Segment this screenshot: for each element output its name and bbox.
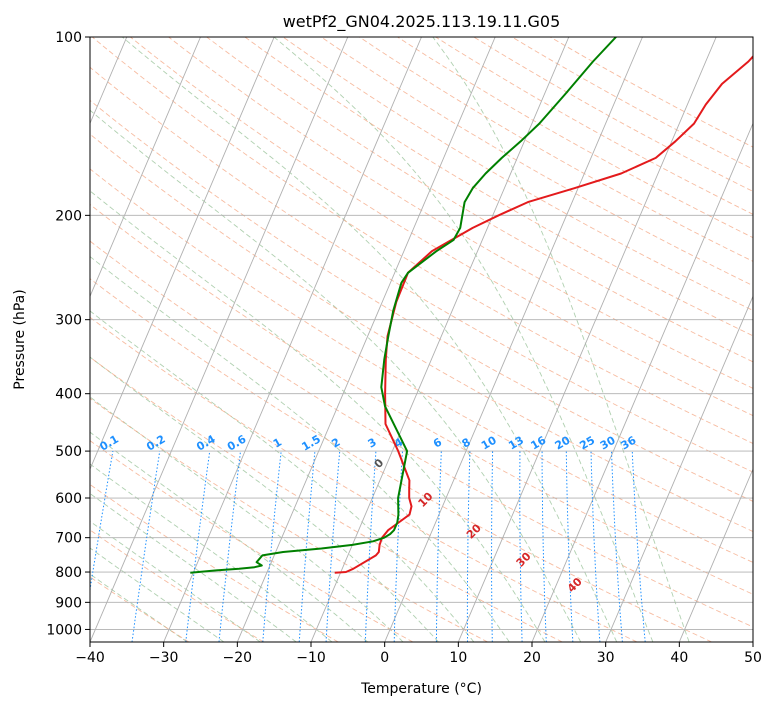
y-axis-label: Pressure (hPa): [12, 289, 28, 389]
y-tick-label: 800: [55, 565, 82, 581]
skewed-isotherm: [90, 37, 275, 471]
mixing-ratio-line: [491, 451, 494, 642]
moist-adiabat: [90, 356, 439, 642]
x-tick-label: −10: [296, 650, 326, 666]
skewed-isotherm: [90, 37, 349, 642]
skewed-isotherm: [236, 37, 496, 642]
moist-adiabat: [90, 310, 475, 642]
y-tick-label: 200: [55, 208, 82, 224]
dry-adiabat: [320, 37, 753, 287]
moist-adiabat: [432, 37, 690, 642]
mixing-ratio-line: [185, 451, 211, 642]
moist-adiabat: [90, 255, 510, 642]
skewed-isotherm: [457, 37, 717, 642]
chart-title: wetPf2_GN04.2025.113.19.11.G05: [283, 12, 561, 32]
mixing-ratio-line: [590, 451, 601, 642]
moist-adiabat: [90, 463, 333, 642]
mixing-ratio-line: [131, 451, 161, 642]
x-tick-label: −20: [223, 650, 253, 666]
dry-adiabat: [511, 37, 753, 170]
x-tick-label: 40: [670, 650, 688, 666]
y-tick-label: 100: [55, 30, 82, 46]
dry-adiabat: [359, 37, 753, 262]
mixing-ratio-line: [90, 451, 114, 593]
skewed-isotherm: [384, 37, 643, 642]
moist-adiabat: [90, 547, 225, 642]
mixing-ratio-line: [364, 451, 377, 642]
mixing-ratio-lines: [90, 451, 646, 642]
mixing-ratio-line: [519, 451, 523, 642]
dry-adiabat: [130, 37, 753, 417]
x-tick-label: 0: [380, 650, 389, 666]
moist-adiabat: [90, 573, 188, 642]
y-tick-label: 1000: [46, 622, 82, 638]
mixing-ratio-line: [466, 451, 471, 642]
x-tick-label: 30: [597, 650, 615, 666]
mixing-ratio-line: [298, 451, 316, 642]
skewed-isotherm: [163, 37, 422, 642]
dry-adiabat: [90, 278, 712, 642]
skewed-isotherm: [531, 122, 753, 642]
y-tick-label: 900: [55, 595, 82, 611]
mixing-ratio-line: [435, 451, 442, 642]
dry-adiabat: [244, 37, 753, 337]
mixing-ratio-line: [611, 451, 623, 642]
plot-frame: [89, 36, 754, 643]
dry-adiabat: [473, 37, 753, 192]
x-tick-label: −40: [75, 650, 105, 666]
mixing-ratio-line: [565, 451, 574, 642]
dry-adiabat: [90, 168, 753, 563]
dry-adiabat: [90, 203, 753, 595]
dry-adiabat: [90, 240, 753, 628]
dry-adiabat: [90, 483, 339, 642]
y-tick-label: 600: [55, 491, 82, 507]
x-tick-label: 10: [449, 650, 467, 666]
y-tick-label: 500: [55, 444, 82, 460]
x-axis-ticks: −40 −30 −20 −10 0 10 20 30 40 50: [75, 642, 762, 666]
y-axis-ticks: 100 200 300 400 500 600 700 800 900 1000: [46, 30, 90, 638]
dry-adiabat: [90, 440, 414, 642]
dry-adiabat: [90, 66, 753, 473]
skewed-isotherm: [605, 295, 753, 642]
dry-adiabat: [90, 529, 264, 642]
sounding-series: [190, 37, 753, 574]
skewed-isotherm: [310, 37, 570, 642]
dry-adiabat: [90, 133, 753, 533]
mixing-ratio-line: [262, 451, 282, 642]
y-tick-label: 700: [55, 531, 82, 547]
moist-adiabat: [273, 37, 654, 642]
x-tick-label: −30: [149, 650, 179, 666]
moist-adiabat: [90, 190, 546, 642]
skewed-isotherm: [90, 37, 201, 298]
moist-adiabat: [90, 520, 261, 642]
mixing-ratio-line: [631, 451, 646, 642]
x-tick-label: 50: [744, 650, 762, 666]
x-tick-label: 20: [523, 650, 541, 666]
mixing-ratio-line: [218, 451, 241, 642]
moist-adiabat: [90, 431, 368, 642]
skewed-isotherm: [678, 467, 753, 642]
temperature-profile-line: [334, 55, 753, 574]
isobar-gridlines: [90, 37, 753, 630]
mixing-ratio-line: [541, 451, 547, 642]
mixing-ratio-line: [393, 451, 403, 642]
x-axis-label: Temperature (°C): [360, 681, 482, 697]
y-tick-label: 300: [55, 313, 82, 329]
skewed-isotherms: [90, 37, 753, 642]
dry-adiabat: [206, 37, 753, 363]
dewpoint-profile-line: [190, 37, 617, 574]
y-tick-label: 400: [55, 387, 82, 403]
